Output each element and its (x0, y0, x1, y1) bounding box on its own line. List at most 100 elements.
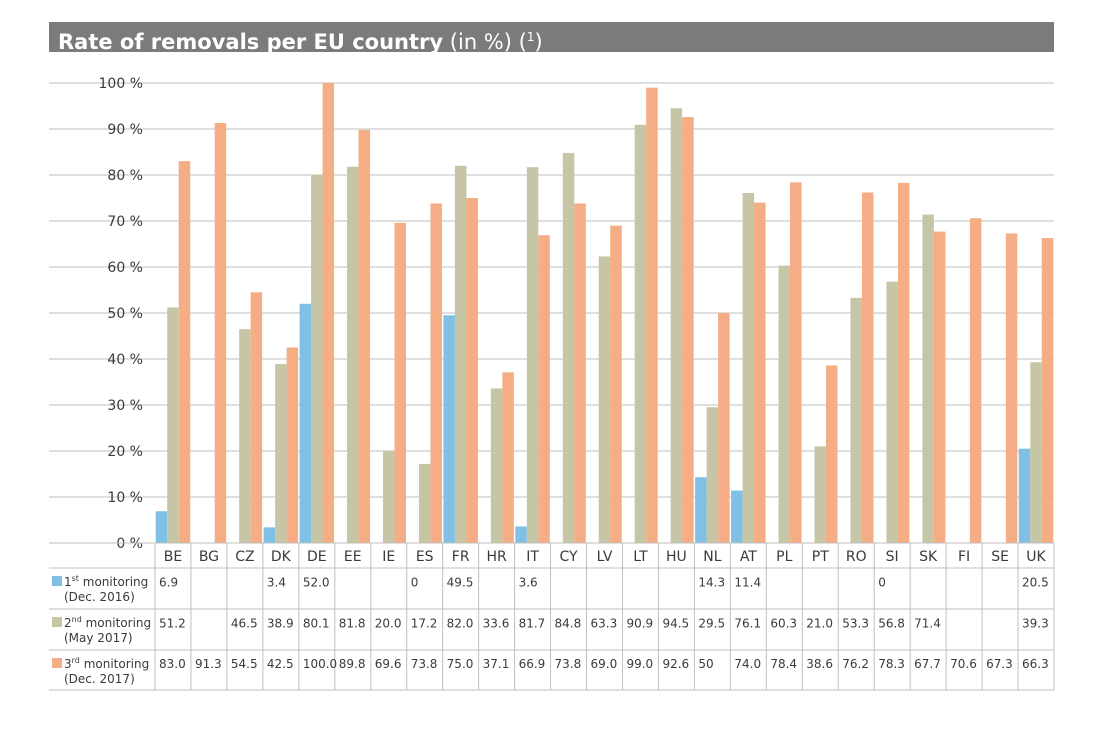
bar-ie-series-3 (394, 222, 406, 543)
table-cell-be-series-2: 51.2 (159, 617, 186, 631)
bar-fr-series-3 (466, 198, 478, 543)
category-label-cz: CZ (235, 549, 254, 565)
table-cell-cy-series-3: 73.8 (555, 657, 582, 671)
chart-title-bar: Rate of removals per EU country (in %) (… (49, 22, 1054, 52)
y-tick-label: 10 % (107, 490, 143, 506)
bar-sk-series-3 (933, 231, 946, 543)
bar-es-series-3 (430, 203, 442, 543)
table-cell-ie-series-3: 69.6 (375, 657, 402, 671)
table-cell-cz-series-3: 54.5 (231, 657, 258, 671)
table-cell-hr-series-2: 33.6 (483, 617, 510, 631)
bar-fr-series-1 (443, 315, 455, 543)
table-cell-si-series-1: 0 (878, 576, 886, 590)
category-label-dk: DK (271, 549, 292, 565)
bar-hr-series-3 (502, 372, 514, 543)
category-label-lt: LT (633, 549, 648, 565)
bar-dk-series-3 (286, 347, 299, 543)
bar-pl-series-2 (778, 265, 791, 543)
bar-de-series-1 (299, 303, 312, 543)
y-tick-label: 70 % (107, 214, 143, 230)
table-cell-uk-series-1: 20.5 (1022, 576, 1049, 590)
bar-dk-series-2 (275, 364, 287, 543)
table-cell-ie-series-2: 20.0 (375, 617, 402, 631)
table-cell-dk-series-3: 42.5 (267, 657, 294, 671)
bar-hu-series-3 (682, 117, 694, 543)
y-tick-label: 100 % (99, 76, 143, 92)
bar-es-series-2 (418, 463, 431, 543)
bar-sk-series-2 (922, 214, 934, 543)
bar-at-series-2 (742, 192, 755, 543)
table-cell-si-series-3: 78.3 (878, 657, 905, 671)
table-cell-fr-series-3: 75.0 (447, 657, 474, 671)
table-cell-lt-series-2: 90.9 (626, 617, 653, 631)
y-tick-label: 80 % (107, 168, 143, 184)
bar-pl-series-3 (790, 182, 802, 544)
bar-fi-series-3 (969, 218, 982, 544)
bar-cz-series-3 (250, 292, 263, 543)
chart-title: Rate of removals per EU country (58, 30, 444, 52)
legend-label-series-3: 3rd monitoring (64, 656, 149, 671)
legend-sublabel-series-3: (Dec. 2017) (64, 672, 135, 686)
bar-si-series-2 (886, 281, 898, 543)
y-tick-label: 20 % (107, 444, 143, 460)
bar-cy-series-2 (562, 152, 575, 544)
category-label-bg: BG (199, 549, 219, 565)
bar-de-series-2 (311, 174, 323, 544)
bar-lt-series-3 (646, 87, 658, 543)
table-cell-dk-series-1: 3.4 (267, 576, 286, 590)
table-cell-hr-series-3: 37.1 (483, 657, 510, 671)
table-cell-sk-series-3: 67.7 (914, 657, 941, 671)
bar-be-series-3 (178, 161, 191, 543)
table-cell-at-series-3: 74.0 (734, 657, 761, 671)
legend-swatch-series-1 (52, 576, 62, 586)
bar-ie-series-2 (382, 451, 395, 543)
category-label-ie: IE (382, 549, 395, 565)
bar-ro-series-2 (850, 297, 862, 543)
table-cell-ee-series-3: 89.8 (339, 657, 366, 671)
table-cell-nl-series-3: 50 (698, 657, 713, 671)
category-label-ee: EE (344, 549, 362, 565)
y-tick-label: 0 % (116, 536, 143, 552)
table-cell-dk-series-2: 38.9 (267, 617, 294, 631)
table-cell-be-series-1: 6.9 (159, 576, 178, 590)
table-cell-ee-series-2: 81.8 (339, 617, 366, 631)
legend-label-series-1: 1st monitoring (64, 574, 148, 589)
bar-uk-series-2 (1030, 362, 1042, 543)
legend-swatch-series-2 (52, 617, 62, 627)
table-cell-ro-series-2: 53.3 (842, 617, 869, 631)
table-cell-bg-series-3: 91.3 (195, 657, 222, 671)
table-cell-pt-series-3: 38.6 (806, 657, 833, 671)
table-cell-de-series-1: 52.0 (303, 576, 330, 590)
table-cell-se-series-3: 67.3 (986, 657, 1013, 671)
bar-be-series-1 (155, 511, 168, 543)
table-cell-ro-series-3: 76.2 (842, 657, 869, 671)
bar-nl-series-1 (695, 477, 707, 543)
bar-si-series-3 (897, 182, 910, 543)
category-label-se: SE (991, 549, 1009, 565)
legend-label-series-2: 2nd monitoring (64, 615, 151, 630)
bar-hu-series-2 (670, 108, 683, 544)
bar-se-series-3 (1005, 233, 1018, 544)
bar-at-series-1 (731, 490, 743, 543)
category-label-cy: CY (559, 549, 578, 565)
category-label-fi: FI (958, 549, 970, 565)
bar-it-series-2 (526, 167, 539, 543)
bar-ro-series-3 (861, 192, 874, 544)
table-cell-pl-series-3: 78.4 (770, 657, 797, 671)
category-label-pt: PT (812, 549, 829, 565)
bar-it-series-3 (538, 235, 550, 543)
chart-title-footnote: (1) (518, 30, 543, 52)
bar-hr-series-2 (490, 388, 503, 543)
bar-ee-series-3 (358, 129, 371, 544)
bar-uk-series-1 (1018, 448, 1031, 543)
bar-pt-series-2 (814, 446, 827, 543)
table-cell-it-series-2: 81.7 (519, 617, 546, 631)
bar-de-series-3 (322, 83, 335, 543)
category-label-de: DE (307, 549, 327, 565)
table-cell-nl-series-1: 14.3 (698, 576, 725, 590)
table-cell-cy-series-2: 84.8 (555, 617, 582, 631)
category-label-uk: UK (1026, 549, 1046, 565)
category-label-it: IT (526, 549, 539, 565)
table-cell-es-series-1: 0 (411, 576, 419, 590)
table-cell-hu-series-3: 92.6 (662, 657, 689, 671)
